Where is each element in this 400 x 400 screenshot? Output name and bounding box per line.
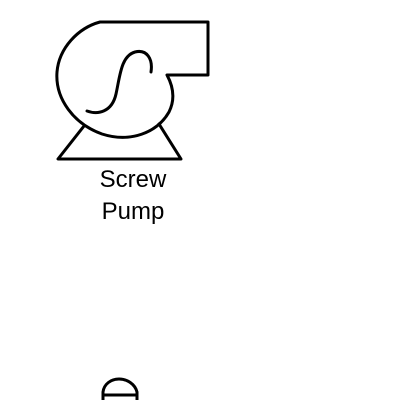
label-line-1: Screw [99,166,167,193]
pump-casing [55,20,210,139]
pump-base [56,122,183,161]
partial-shape-icon[interactable] [101,377,139,400]
pump-screw [85,49,153,115]
screw-pump-icon[interactable] [55,20,210,161]
screw-pump-label: Screw Pump [60,164,206,228]
label-line-2: Pump [101,198,165,225]
